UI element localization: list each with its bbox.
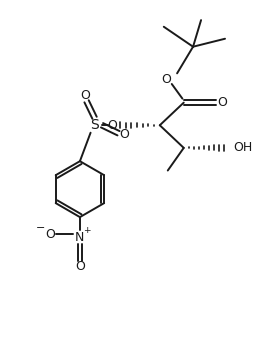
- Text: O: O: [119, 128, 129, 141]
- Text: +: +: [83, 226, 90, 235]
- Text: O: O: [75, 260, 85, 273]
- Text: −: −: [36, 223, 45, 233]
- Text: O: O: [45, 228, 55, 241]
- Text: N: N: [75, 231, 85, 243]
- Text: O: O: [217, 96, 227, 109]
- Text: O: O: [80, 89, 90, 102]
- Text: OH: OH: [233, 141, 252, 154]
- Text: S: S: [90, 118, 99, 132]
- Text: O: O: [108, 119, 117, 132]
- Text: O: O: [161, 74, 171, 86]
